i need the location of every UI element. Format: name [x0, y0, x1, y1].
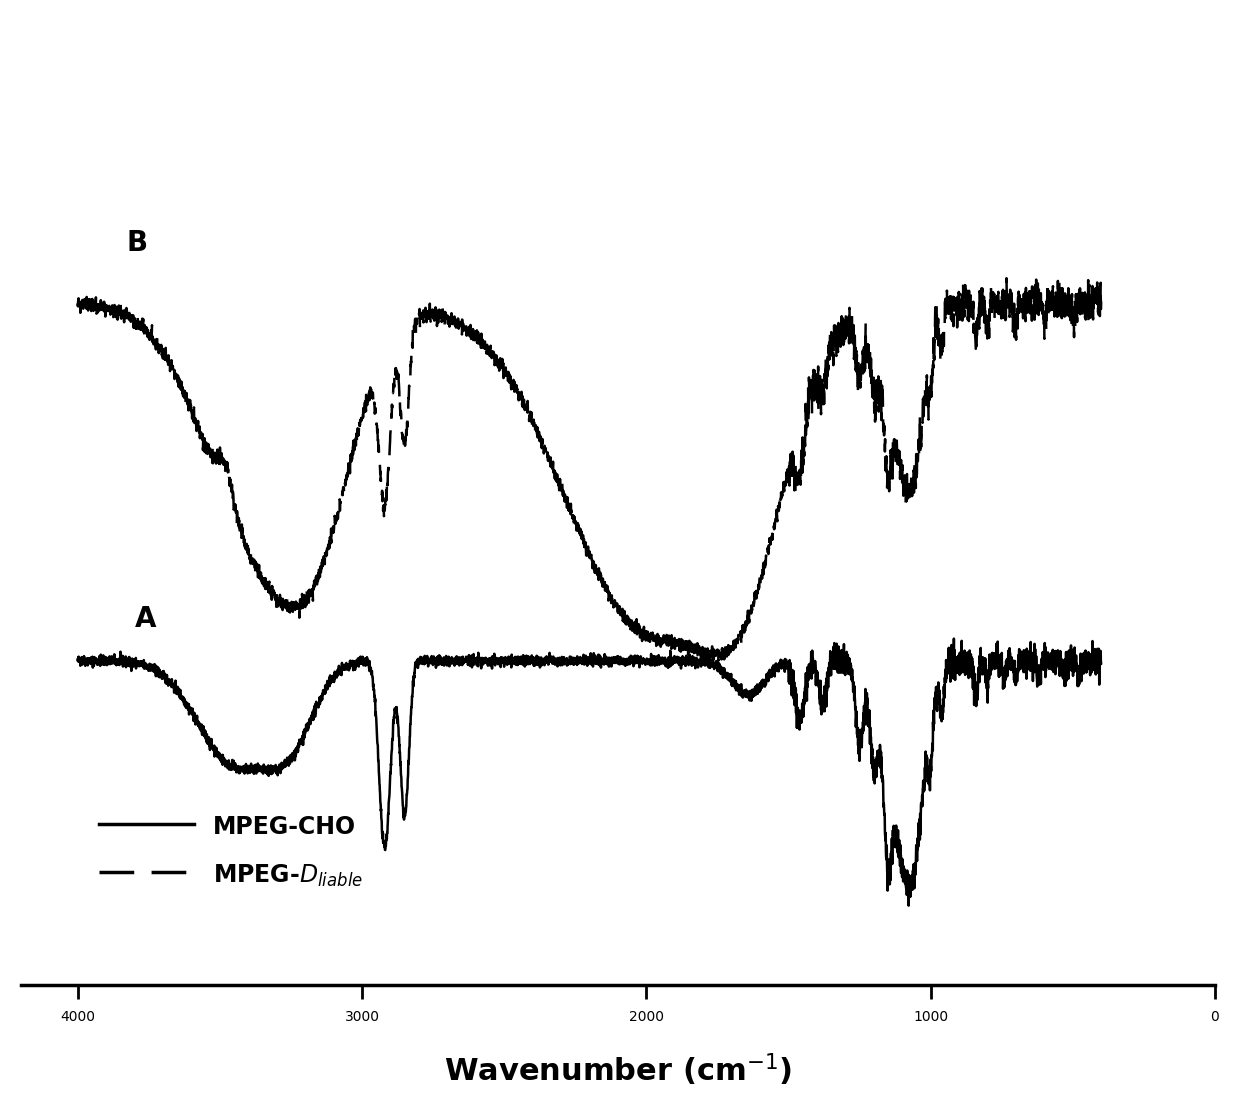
Text: A: A	[135, 605, 156, 633]
Legend: MPEG-CHO, MPEG-$\mathit{D_{liable}}$: MPEG-CHO, MPEG-$\mathit{D_{liable}}$	[81, 795, 382, 908]
X-axis label: Wavenumber (cm$^{-1}$): Wavenumber (cm$^{-1}$)	[444, 1052, 792, 1088]
Text: B: B	[126, 229, 148, 257]
